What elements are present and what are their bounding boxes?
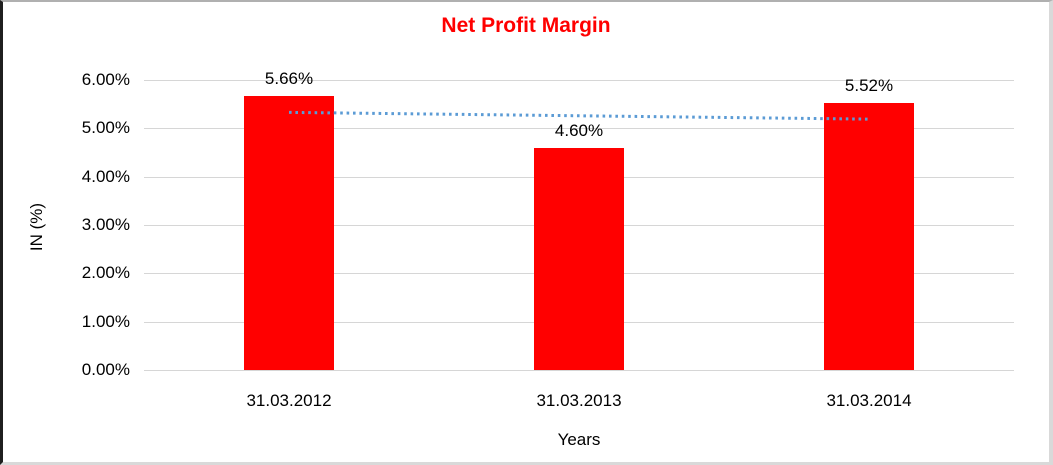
data-label: 5.66%: [264, 69, 314, 89]
y-axis-tick-label: 5.00%: [81, 118, 130, 138]
bar-31.03.2013: [534, 147, 624, 370]
x-axis-title: Years: [557, 430, 601, 449]
y-axis-tick-label: 3.00%: [81, 215, 130, 234]
y-axis-tick-label: 1.00%: [81, 311, 130, 331]
y-axis-tick-label: 6.00%: [81, 70, 130, 89]
gridline: [144, 128, 1014, 130]
bar-31.03.2014: [824, 103, 914, 370]
x-axis-tick-label: 31.03.2014: [826, 391, 912, 410]
bar-31.03.2012: [244, 96, 334, 370]
x-axis-tick-label: 31.03.2013: [536, 391, 622, 410]
y-axis-tick-label: 2.00%: [81, 263, 130, 283]
x-axis-tick-label: 31.03.2012: [246, 391, 332, 410]
y-axis-tick-label: 0.00%: [81, 360, 130, 379]
chart-title: Net Profit Margin: [441, 14, 611, 37]
gridline: [144, 370, 1014, 371]
plot-area: [144, 80, 1014, 371]
y-axis-tick-label: 4.00%: [81, 166, 130, 186]
gridline: [144, 80, 1014, 81]
data-label: 4.60%: [554, 120, 604, 140]
data-label: 5.52%: [844, 76, 894, 96]
